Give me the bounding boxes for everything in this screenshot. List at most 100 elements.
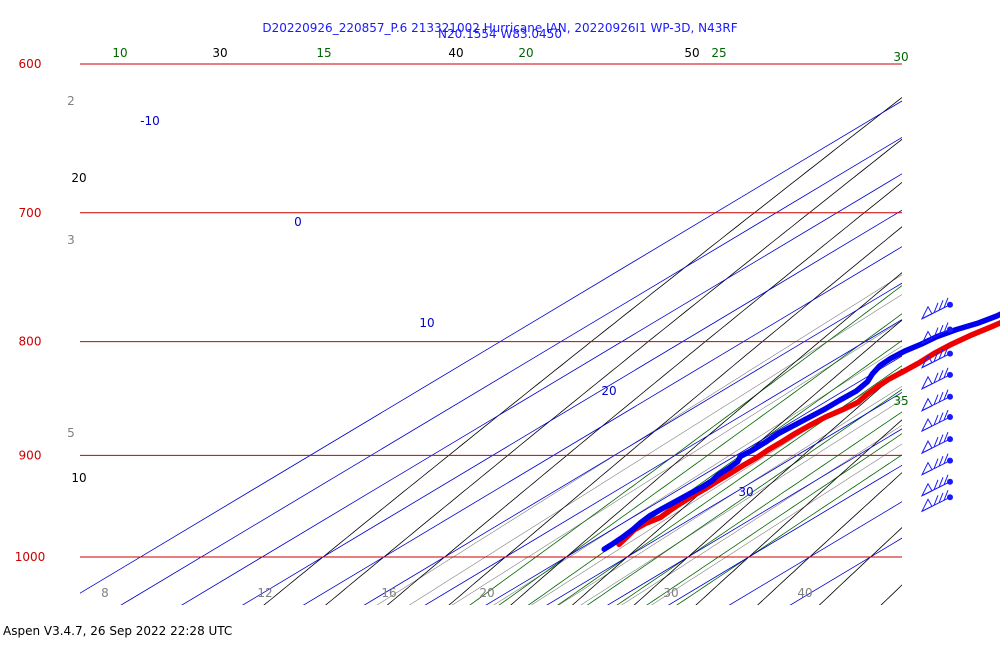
wind-barb-feather <box>938 477 944 488</box>
isotherm-line <box>607 428 902 605</box>
wind-barb-flag <box>920 375 933 390</box>
wind-barb-feather <box>938 492 944 503</box>
dry-adiabat-line <box>386 181 902 605</box>
mixing-ratio-label: 40 <box>797 586 812 600</box>
isotherm-line <box>242 209 902 605</box>
wind-barb-feather <box>938 412 944 423</box>
moist-adiabat-line <box>498 313 902 605</box>
wind-barb-feather <box>933 495 939 506</box>
dry-adiabat-line <box>695 419 902 605</box>
mixing-ratio-label: 3 <box>67 233 75 247</box>
wind-barb-feather <box>943 346 949 357</box>
isotherm-line <box>789 537 902 605</box>
isobar-label: 800 <box>19 335 42 349</box>
mixing-ratio-line <box>408 294 902 605</box>
moist-adiabat-line <box>557 365 902 605</box>
sounding-profiles <box>601 311 1000 552</box>
dry-adiabat-line <box>448 226 902 605</box>
wind-barb-feather <box>938 348 944 360</box>
isotherm-line <box>424 319 902 605</box>
chart-subtitle: N20.1554 W83.0450 <box>438 27 562 41</box>
dry-adiabat-label: 50 <box>684 46 699 60</box>
chart-title: D20220926_220857_P.6 213321002 Hurricane… <box>262 21 738 35</box>
dry-adiabat-line <box>510 272 902 605</box>
wind-barb-flag <box>920 305 933 320</box>
moist-adiabat-label: 25 <box>711 46 726 60</box>
moist-adiabat-line <box>676 454 902 605</box>
mixing-ratio-line <box>530 368 902 605</box>
isotherm-line <box>728 501 902 605</box>
mixing-ratio-lines <box>376 274 902 605</box>
wind-barb-feather <box>933 372 939 384</box>
isotherm-line <box>363 282 902 605</box>
isotherm-line <box>302 246 902 605</box>
mixing-ratio-label: 12 <box>257 586 272 600</box>
isotherm-line <box>667 464 902 605</box>
mixing-ratio-label: 16 <box>381 586 396 600</box>
wind-barb-flag <box>920 498 933 513</box>
wind-barbs <box>920 297 953 513</box>
wind-barb-feather <box>933 327 939 338</box>
mixing-ratio-label: 8 <box>101 586 109 600</box>
mixing-ratio-line <box>558 385 902 605</box>
wind-barb-feather <box>943 297 949 308</box>
isotherm-line <box>120 136 902 605</box>
moist-adiabat-label: 20 <box>518 46 533 60</box>
mixing-ratio-line <box>493 345 902 605</box>
dry-adiabat-line <box>571 319 902 605</box>
wind-barb-feather <box>938 455 944 467</box>
dry-adiabat-line <box>757 472 902 605</box>
wind-barb-feather <box>933 414 939 426</box>
dry-adiabats <box>263 96 902 605</box>
isotherm-label: 30 <box>738 485 753 499</box>
moist-adiabat-line <box>616 411 902 605</box>
dry-adiabat-line <box>325 138 902 605</box>
dewpoint-profile <box>601 311 1000 552</box>
dry-adiabat-label: 30 <box>212 46 227 60</box>
wind-barb-feather <box>933 394 939 405</box>
moist-adiabat-line <box>469 285 902 605</box>
wind-barb-feather <box>943 453 949 464</box>
mixing-ratio-label: 30 <box>663 586 678 600</box>
isotherm-label: 20 <box>601 384 616 398</box>
moist-adiabat-label: 35 <box>893 394 908 408</box>
dry-adiabat-label: 20 <box>71 171 86 185</box>
wind-barb-feather <box>933 302 939 313</box>
moist-adiabats <box>469 285 902 605</box>
moist-adiabat-label: 30 <box>893 50 908 64</box>
mixing-ratio-line <box>451 320 902 605</box>
wind-barb-feather <box>943 474 949 485</box>
wind-barb-feather <box>933 436 939 448</box>
wind-barb-flag <box>920 482 933 497</box>
isobars: 600 700 800 900 1000 <box>15 57 902 564</box>
isotherm-label: 0 <box>294 215 302 229</box>
mixing-ratio-label: 2 <box>67 94 75 108</box>
moist-adiabat-label: 15 <box>316 46 331 60</box>
wind-barb-flag <box>920 461 933 476</box>
wind-barb-feather <box>933 351 939 362</box>
isobar-label: 600 <box>19 57 42 71</box>
moist-adiabat-line <box>586 388 902 605</box>
isotherm-label: -10 <box>140 114 160 128</box>
wind-barb-flag <box>920 330 933 345</box>
moist-adiabat-line <box>646 433 902 605</box>
wind-barb-feather <box>938 300 944 311</box>
wind-barb-feather <box>938 370 944 381</box>
wind-barb-feather <box>943 490 949 501</box>
dry-adiabat-line <box>818 527 902 605</box>
isobar-label: 700 <box>19 206 42 220</box>
wind-barb-flag <box>920 440 933 455</box>
wind-barb-feather <box>943 322 949 333</box>
isobar-label: 1000 <box>15 550 46 564</box>
wind-barb-feather <box>943 431 949 443</box>
wind-barb-feather <box>933 479 939 490</box>
wind-barb-feather <box>943 409 949 421</box>
isotherm-label: 10 <box>419 316 434 330</box>
wind-barb-feather <box>943 367 949 379</box>
wind-barb-flag <box>920 417 933 433</box>
temperature-profile <box>616 319 1000 548</box>
dry-adiabat-line <box>633 368 902 605</box>
wind-barb-flag <box>920 354 933 369</box>
